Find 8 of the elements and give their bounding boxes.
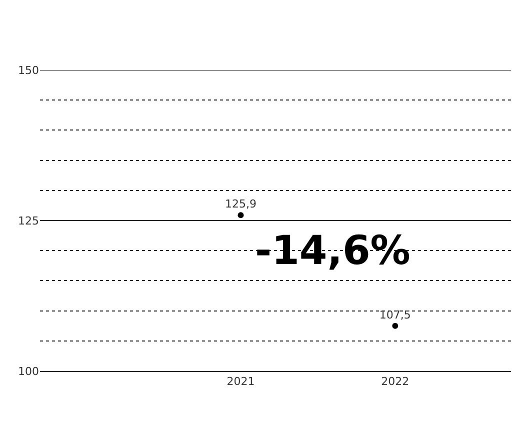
data-label: 107,5 <box>379 308 411 322</box>
y-tick-label: 100 <box>18 364 39 378</box>
y-tick-label: 125 <box>18 214 39 228</box>
x-tick-label: 2021 <box>226 375 255 388</box>
y-tick-label: 150 <box>18 64 39 77</box>
x-tick-label: 2022 <box>381 375 410 388</box>
annotation: -14,6% <box>255 228 410 274</box>
data-label: 125,9 <box>225 198 256 211</box>
